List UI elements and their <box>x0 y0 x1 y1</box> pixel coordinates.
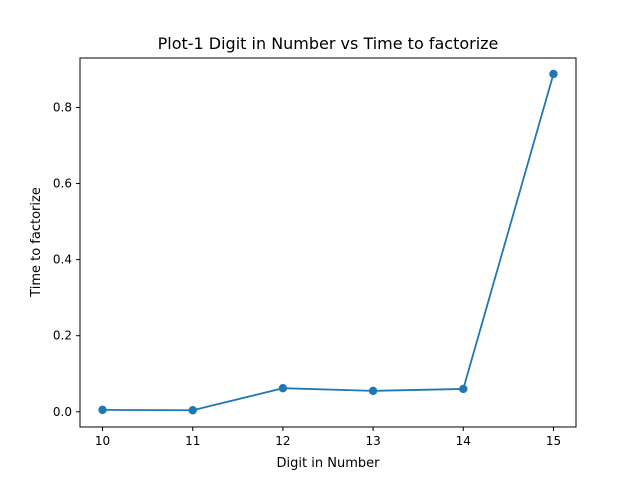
y-tick-label: 0.0 <box>53 405 72 419</box>
data-point <box>188 406 197 415</box>
y-tick-label: 0.8 <box>53 100 72 114</box>
y-tick-label: 0.2 <box>53 329 72 343</box>
x-tick-label: 11 <box>185 434 200 448</box>
x-tick-label: 10 <box>95 434 110 448</box>
data-point <box>459 384 468 394</box>
plot-area <box>98 69 558 415</box>
series-line <box>102 73 555 412</box>
x-tick-label: 13 <box>365 434 380 448</box>
x-tick-label: 14 <box>456 434 471 448</box>
data-point <box>278 383 288 393</box>
x-axis-label: Digit in Number <box>277 456 381 471</box>
y-tick-label: 0.4 <box>53 253 72 267</box>
y-axis: 0.0 0.2 0.4 0.6 0.8 <box>53 100 80 419</box>
axes-frame <box>79 57 577 428</box>
x-tick-label: 12 <box>275 434 290 448</box>
y-tick-label: 0.6 <box>53 177 72 191</box>
x-tick-label: 15 <box>546 434 561 448</box>
data-point <box>368 386 378 396</box>
data-point <box>549 69 558 79</box>
data-point <box>98 405 107 415</box>
y-axis-label: Time to factorize <box>29 187 44 298</box>
x-axis: 10 11 12 13 14 15 <box>95 427 561 448</box>
chart-title: Plot-1 Digit in Number vs Time to factor… <box>158 34 499 53</box>
